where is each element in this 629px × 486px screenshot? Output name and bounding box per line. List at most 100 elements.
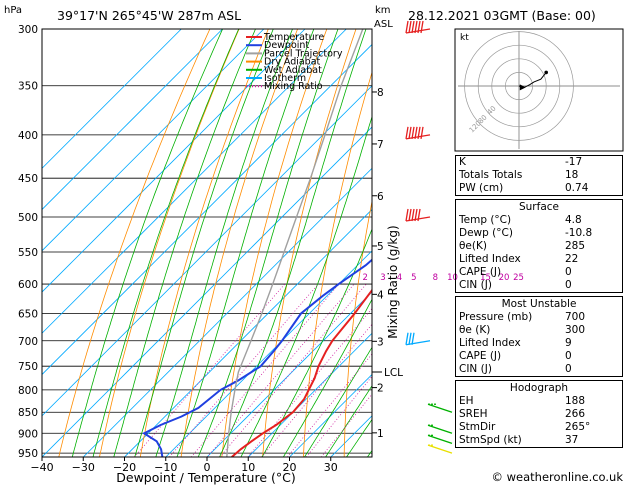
hodograph-unit-label: kt <box>460 33 469 43</box>
sreh-value: 266 <box>565 408 586 420</box>
asl-label: ASL <box>374 19 393 30</box>
surface-dewp-label: Dewp (°C) <box>459 227 513 239</box>
dewpoint-series <box>142 258 372 457</box>
wet-adiabat-line <box>155 29 293 457</box>
dry-adiabat-line <box>221 29 328 457</box>
km-tick-label: 3 <box>377 336 384 348</box>
surface-li-value: 22 <box>565 253 579 265</box>
pressure-tick-label: 400 <box>18 130 38 142</box>
parcel-trajectory-series <box>226 29 364 457</box>
wind-barb-flag <box>414 126 418 139</box>
mu-li-label: Lifted Index <box>459 337 521 349</box>
surface-cape-label: CAPE (J) <box>459 266 502 278</box>
stmdir-label: StmDir <box>459 421 496 433</box>
wet-adiabat-line <box>113 29 256 457</box>
isotherm-line <box>42 29 306 293</box>
k-index-value: -17 <box>565 156 583 168</box>
km-label: km <box>375 5 391 16</box>
k-index-row: K -17 <box>456 156 622 169</box>
wet-adiabat-line <box>282 298 372 457</box>
legend-label: Mixing Ratio <box>264 81 323 92</box>
mixing-ratio-label: 15 <box>480 273 491 283</box>
legend-label: Wet Adiabat <box>264 65 322 76</box>
pressure-tick-label: 450 <box>18 173 38 185</box>
pw-value: 0.74 <box>565 182 589 194</box>
pressure-tick-label: 300 <box>18 24 38 36</box>
pressure-tick-label: 800 <box>18 385 38 397</box>
wet-adiabat-line <box>304 346 372 457</box>
isotherm-line <box>206 291 372 457</box>
dry-adiabat-line <box>303 70 372 457</box>
mixing-ratio-label: 20 <box>499 273 510 283</box>
mixing-ratio-line <box>305 375 372 457</box>
legend-label: Parcel Trajectory <box>264 48 343 59</box>
mu-cape-row: CAPE (J) 0 <box>456 350 622 363</box>
wet-adiabat-line <box>325 385 372 457</box>
mu-cin-row: CIN (J) 0 <box>456 363 622 376</box>
hodograph-endpoint <box>544 70 548 75</box>
surface-cin-value: 0 <box>565 279 572 291</box>
mixing-ratio-label: 5 <box>411 273 416 283</box>
eh-row: EH 188 <box>456 395 622 408</box>
isotherm-line <box>42 29 265 252</box>
isotherm-line <box>165 250 372 457</box>
mixing-ratio-label: 25 <box>513 273 524 283</box>
wind-barb-flag <box>411 126 415 139</box>
x-axis-label: Dewpoint / Temperature (°C) <box>116 470 295 485</box>
totals-totals-label: Totals Totals <box>459 169 523 181</box>
x-tick-label: 30 <box>324 461 338 474</box>
wind-barb <box>427 403 453 413</box>
km-tick-label: 4 <box>377 289 384 301</box>
isotherm-line <box>42 29 223 211</box>
wind-barb-flag <box>417 208 421 222</box>
wind-barb-flag <box>405 208 409 222</box>
surface-cape-value: 0 <box>565 266 572 278</box>
mu-cin-label: CIN (J) <box>459 363 492 375</box>
mu-theta-label: θe (K) <box>459 324 491 336</box>
mu-pressure-label: Pressure (mb) <box>459 311 533 323</box>
mu-cin-value: 0 <box>565 363 572 375</box>
wind-barb <box>405 340 431 346</box>
mixing-ratio-label: 2 <box>363 273 368 283</box>
mixing-ratio-label: 3 <box>380 273 385 283</box>
surface-cape-row: CAPE (J) 0 <box>456 266 622 279</box>
mu-cape-label: CAPE (J) <box>459 350 502 362</box>
wind-barb <box>427 424 453 434</box>
surface-cin-label: CIN (J) <box>459 279 492 291</box>
x-tick-label: −30 <box>72 461 95 474</box>
pressure-tick-label: 850 <box>18 407 38 419</box>
mixing-ratio-line <box>286 353 372 457</box>
wind-barb-flag <box>408 332 412 345</box>
mu-pressure-value: 700 <box>565 311 586 323</box>
dry-adiabat-line <box>262 29 357 457</box>
pressure-tick-label: 700 <box>18 336 38 348</box>
legend-label: Dewpoint <box>264 40 309 51</box>
location-title: 39°17'N 265°45'W 287m ASL <box>57 8 241 23</box>
eh-value: 188 <box>565 395 586 407</box>
wind-barb-flag <box>417 126 421 139</box>
wet-adiabat-line <box>261 227 372 457</box>
hpa-label: hPa <box>4 5 22 16</box>
hodograph-frame <box>454 28 624 152</box>
pressure-tick-label: 500 <box>18 212 38 224</box>
datetime-title: 28.12.2021 03GMT (Base: 00) <box>408 8 596 23</box>
mixing-ratio-label: 10 <box>447 273 458 283</box>
mixing-ratio-line <box>247 308 372 457</box>
indices-box: K -17 Totals Totals 18 PW (cm) 0.74 <box>455 155 623 196</box>
surface-box: Surface Temp (°C) 4.8 Dewp (°C) -10.8 θe(K… <box>455 199 623 293</box>
k-index-label: K <box>459 156 466 168</box>
hodograph-ring-label: 40 <box>486 104 498 116</box>
dry-adiabat-line <box>343 199 372 457</box>
most-unstable-box: Most Unstable Pressure (mb) 700 θe (K) 300… <box>455 296 623 377</box>
x-tick-label: −20 <box>113 461 136 474</box>
pressure-tick-label: 750 <box>18 361 38 373</box>
isotherm-line <box>248 332 372 457</box>
pressure-tick-label: 650 <box>18 309 38 321</box>
wind-barb-flag <box>414 20 418 34</box>
surface-temp-row: Temp (°C) 4.8 <box>456 214 622 227</box>
isotherm-line <box>42 85 372 417</box>
x-tick-label: 0 <box>204 461 211 474</box>
